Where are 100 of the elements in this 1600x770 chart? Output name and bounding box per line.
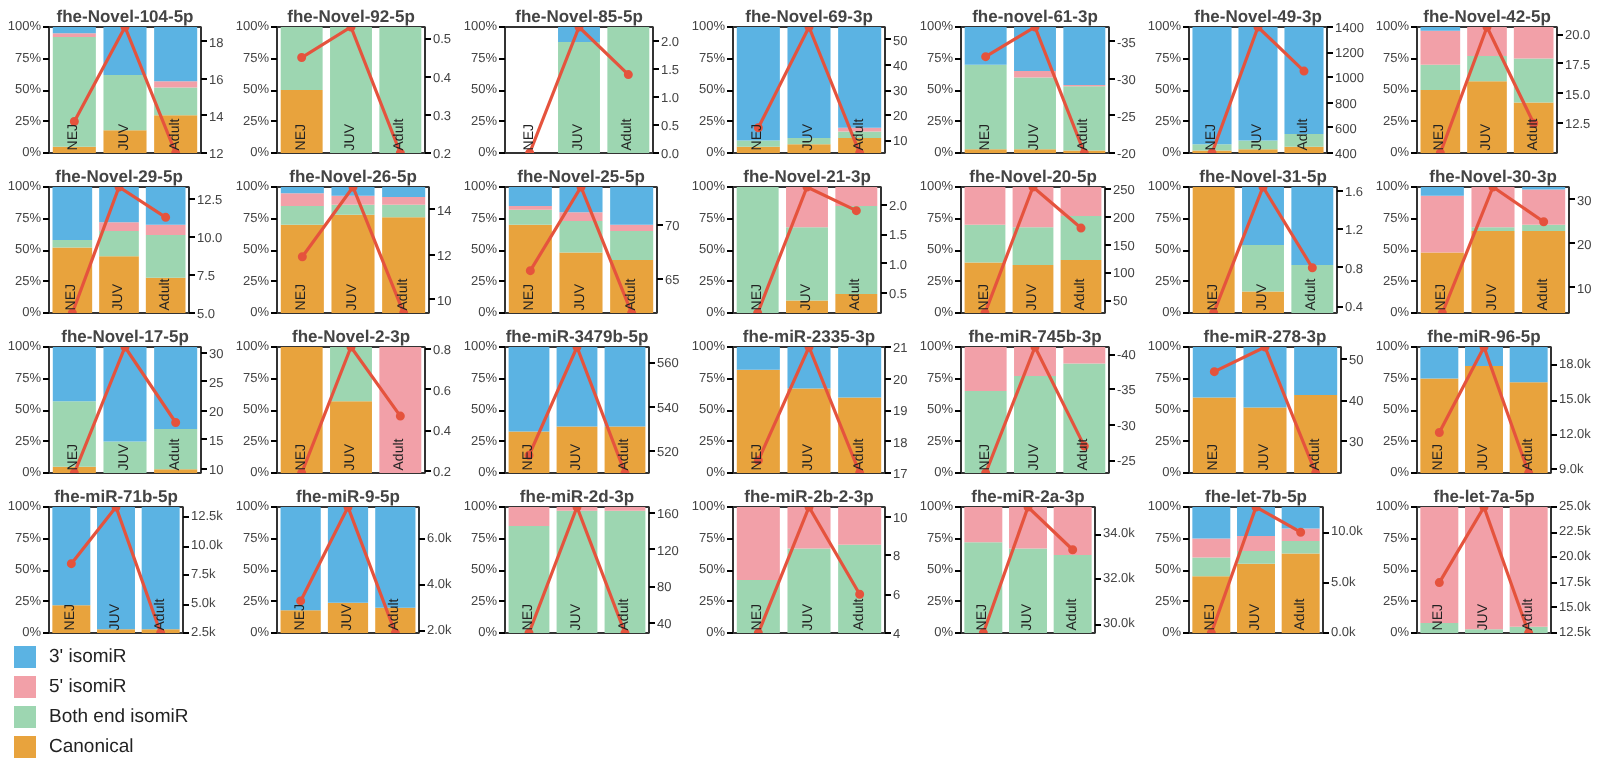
chart-title: fhe-miR-278-3p: [1203, 326, 1327, 346]
point: [69, 117, 79, 126]
bar: [1014, 77, 1056, 150]
bar: [1420, 187, 1464, 196]
bar: [280, 205, 324, 225]
bar: [736, 187, 779, 313]
chart-title: fhe-Novel-104-5p: [56, 6, 194, 26]
bar: [52, 187, 93, 240]
point: [525, 266, 535, 276]
bar: [1294, 347, 1338, 395]
bar: [145, 224, 186, 235]
bar: [280, 193, 324, 206]
bar: [835, 187, 878, 206]
bar: [1465, 507, 1503, 630]
bar: [141, 507, 180, 630]
legend-label: 3' isomiR: [49, 646, 127, 668]
bar: [964, 64, 1007, 150]
point: [1209, 367, 1219, 377]
bar: [327, 507, 369, 603]
bar: [103, 441, 147, 473]
bar: [787, 548, 831, 633]
bar: [103, 347, 147, 442]
bar: [1420, 30, 1461, 65]
bar: [559, 221, 603, 253]
chart-title: fhe-Novel-42-5p: [1423, 6, 1551, 26]
bar: [1420, 252, 1464, 313]
bar: [787, 388, 831, 473]
bar: [154, 347, 198, 429]
bar: [1237, 563, 1275, 633]
bar: [1237, 551, 1275, 564]
bar: [1063, 27, 1106, 85]
bar: [838, 507, 882, 545]
point: [1434, 578, 1444, 588]
bar: [508, 209, 552, 225]
chart-title: fhe-miR-3479b-5p: [505, 326, 649, 346]
bar: [154, 87, 198, 116]
legend-label: Canonical: [49, 736, 134, 758]
bar: [1192, 347, 1236, 398]
point: [623, 70, 633, 80]
bar: [52, 401, 96, 467]
chart-title: fhe-Novel-17-5p: [61, 326, 189, 346]
bar: [964, 507, 1003, 543]
bar: [52, 239, 93, 248]
bar: [1513, 27, 1554, 59]
bar: [99, 222, 139, 232]
chart-title: fhe-Novel-2-3p: [291, 326, 411, 346]
bar: [52, 507, 91, 606]
bar: [382, 187, 426, 198]
bar: [154, 27, 198, 82]
bar: [1294, 394, 1338, 473]
point: [161, 212, 171, 222]
bar: [1467, 81, 1507, 153]
bar: [964, 27, 1007, 65]
chart-title: fhe-Novel-20-5p: [969, 166, 1097, 186]
bar: [1281, 507, 1320, 529]
bar: [99, 231, 139, 257]
bar: [1522, 224, 1566, 232]
bar: [1053, 507, 1092, 555]
chart-title: fhe-let-7b-5p: [1205, 486, 1307, 506]
bar: [1291, 187, 1334, 266]
bar: [154, 81, 198, 88]
bar: [508, 507, 550, 526]
point: [1307, 263, 1317, 273]
bar: [964, 542, 1003, 633]
chart-title: fhe-Novel-92-5p: [287, 6, 415, 26]
bar: [559, 252, 603, 313]
bar: [382, 197, 426, 205]
bar: [280, 224, 324, 313]
bar: [1513, 58, 1554, 103]
bar: [1471, 231, 1515, 313]
bar: [964, 391, 1007, 473]
legend-label: Both end isomiR: [49, 706, 189, 728]
bar: [964, 347, 1007, 392]
bar: [1243, 407, 1287, 473]
bar: [1009, 548, 1047, 633]
bar: [1420, 64, 1461, 90]
chart-title: fhe-Novel-21-3p: [743, 166, 871, 186]
bar: [99, 256, 139, 313]
bar: [52, 37, 96, 147]
point: [1299, 66, 1309, 76]
bar: [736, 347, 780, 370]
bar: [508, 187, 552, 206]
chart-title: fhe-Novel-69-3p: [745, 6, 873, 26]
bar: [736, 369, 780, 473]
bar: [1420, 347, 1459, 379]
bar: [1063, 347, 1106, 364]
chart-title: fhe-let-7a-5p: [1433, 486, 1535, 506]
bar: [1060, 215, 1102, 261]
point: [171, 417, 181, 427]
bar: [52, 27, 96, 34]
bar: [382, 217, 426, 313]
bar: [145, 234, 186, 278]
bar: [736, 507, 780, 581]
point: [297, 252, 307, 262]
bar: [556, 426, 598, 473]
bar: [610, 224, 654, 232]
bar: [1509, 347, 1548, 383]
legend-label: 5' isomiR: [49, 676, 127, 698]
point: [981, 52, 991, 62]
bar: [610, 187, 654, 225]
